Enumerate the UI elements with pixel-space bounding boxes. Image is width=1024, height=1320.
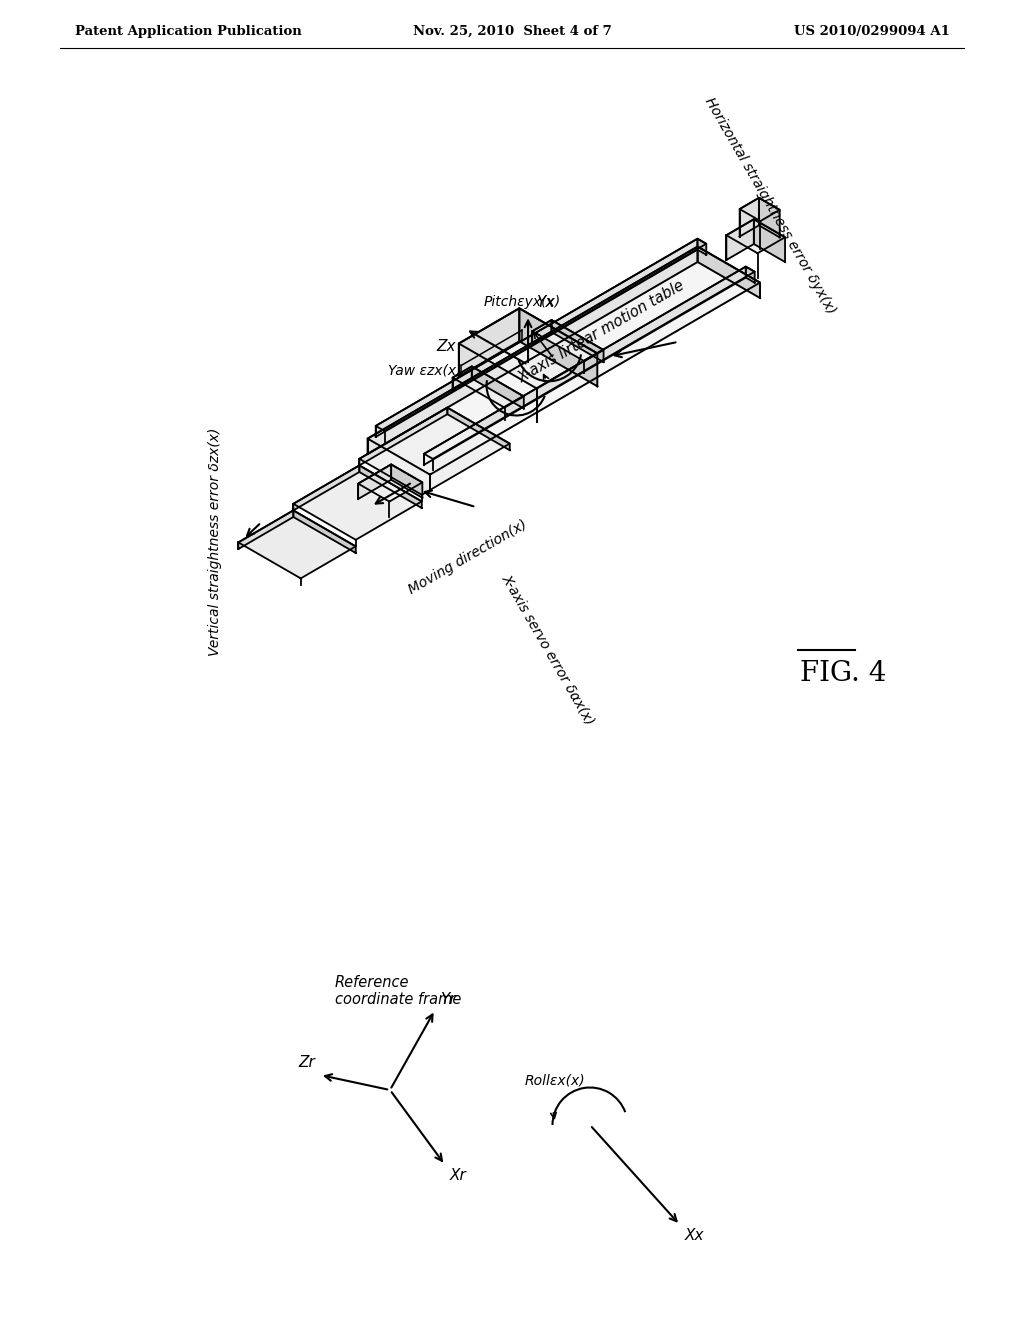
- Polygon shape: [359, 408, 510, 495]
- Polygon shape: [376, 239, 707, 432]
- Polygon shape: [293, 466, 422, 540]
- Polygon shape: [239, 511, 293, 549]
- Text: Patent Application Publication: Patent Application Publication: [75, 25, 302, 38]
- Polygon shape: [726, 219, 754, 260]
- Polygon shape: [697, 247, 760, 298]
- Polygon shape: [459, 309, 597, 388]
- Polygon shape: [358, 465, 422, 502]
- Text: Zr: Zr: [298, 1055, 315, 1071]
- Polygon shape: [359, 466, 422, 508]
- Polygon shape: [697, 239, 707, 255]
- Polygon shape: [472, 367, 524, 408]
- Polygon shape: [726, 219, 785, 253]
- Text: Xx: Xx: [685, 1228, 705, 1243]
- Text: Horizontal straightness error δyx(x): Horizontal straightness error δyx(x): [701, 95, 838, 317]
- Text: US 2010/0299094 A1: US 2010/0299094 A1: [795, 25, 950, 38]
- Text: Rollεx(x): Rollεx(x): [524, 1073, 586, 1086]
- Polygon shape: [519, 309, 597, 387]
- Polygon shape: [368, 247, 697, 454]
- Polygon shape: [739, 198, 779, 220]
- Polygon shape: [424, 267, 745, 465]
- Polygon shape: [745, 267, 755, 282]
- Polygon shape: [293, 466, 359, 511]
- Polygon shape: [552, 319, 603, 362]
- Text: X-axis lirtear motion table: X-axis lirtear motion table: [516, 277, 687, 385]
- Text: Reference: Reference: [335, 975, 410, 990]
- Polygon shape: [453, 367, 524, 408]
- Polygon shape: [239, 511, 355, 578]
- Polygon shape: [293, 511, 355, 553]
- Text: coordinate frame: coordinate frame: [335, 993, 462, 1007]
- Polygon shape: [424, 267, 755, 459]
- Text: X-axis servo error δαx(x): X-axis servo error δαx(x): [500, 572, 597, 727]
- Text: Yx: Yx: [536, 296, 554, 310]
- Text: FIG. 4: FIG. 4: [800, 660, 887, 686]
- Text: Zx: Zx: [436, 339, 456, 354]
- Polygon shape: [759, 198, 779, 238]
- Text: Moving direction(x): Moving direction(x): [407, 517, 529, 597]
- Text: Yaw εzx(x): Yaw εzx(x): [388, 363, 462, 378]
- Text: Pitchεyx(x): Pitchεyx(x): [484, 294, 561, 309]
- Polygon shape: [739, 198, 759, 236]
- Text: Vertical straightness error δzx(x): Vertical straightness error δzx(x): [208, 428, 222, 656]
- Polygon shape: [532, 319, 603, 362]
- Polygon shape: [453, 367, 472, 389]
- Text: Nov. 25, 2010  Sheet 4 of 7: Nov. 25, 2010 Sheet 4 of 7: [413, 25, 611, 38]
- Text: Yr: Yr: [440, 993, 456, 1007]
- Polygon shape: [376, 239, 697, 437]
- Polygon shape: [532, 319, 552, 343]
- Text: Xr: Xr: [450, 1168, 467, 1183]
- Polygon shape: [459, 309, 519, 376]
- Polygon shape: [368, 247, 760, 475]
- Polygon shape: [359, 408, 447, 466]
- Polygon shape: [754, 219, 785, 261]
- Polygon shape: [358, 465, 391, 499]
- Polygon shape: [391, 465, 422, 498]
- Polygon shape: [447, 408, 510, 450]
